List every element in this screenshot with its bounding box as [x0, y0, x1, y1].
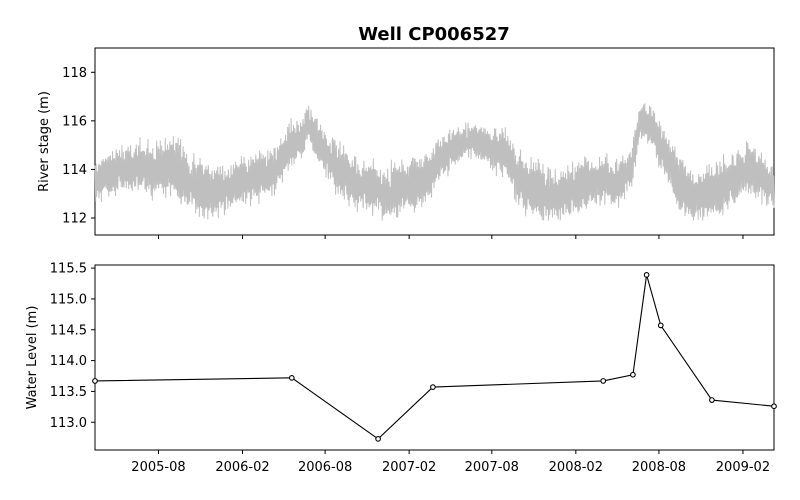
y-tick-label: 116: [62, 114, 87, 129]
water-level-point: [657, 322, 664, 329]
x-tick-label: 2006-08: [298, 460, 352, 475]
plot-frame: [94, 264, 775, 451]
x-tick-label: 2008-08: [632, 460, 686, 475]
y-tick-label: 118: [62, 66, 87, 81]
water-level-point: [430, 384, 436, 390]
x-tick-label: 2008-02: [549, 460, 603, 475]
water-level-y-ticks: 113.0 113.5 114.0 114.5 115.0 115.5: [50, 262, 95, 431]
x-tick-label: 2007-08: [465, 460, 519, 475]
y-tick-label: 115.0: [50, 292, 87, 307]
river-stage-series-line: [94, 103, 775, 221]
water-level-y-axis-label: Water Level (m): [25, 306, 40, 410]
river-stage-x-ticks: [157, 235, 744, 239]
water-level-x-ticks: 2005-08 2006-02 2006-08 2007-02 2007-08 2008-…: [131, 450, 770, 475]
water-level-plot-area: [92, 264, 777, 451]
water-level-point: [375, 436, 381, 442]
x-tick-label: 2007-02: [382, 460, 436, 475]
chart-title: Well CP006527: [358, 24, 510, 45]
river-stage-panel: 112 114 116 118 River stage (m): [37, 47, 775, 239]
x-tick-label: 2006-02: [215, 460, 269, 475]
water-level-point: [92, 378, 98, 384]
plot-frame: [94, 47, 775, 236]
y-tick-label: 112: [62, 212, 87, 227]
water-level-series-line: [94, 274, 775, 440]
y-tick-label: 114: [62, 163, 87, 178]
y-tick-label: 113.5: [50, 385, 87, 400]
y-tick-label: 114.5: [50, 323, 87, 338]
water-level-point: [600, 378, 607, 384]
water-level-point: [288, 375, 295, 381]
y-tick-label: 114.0: [50, 354, 87, 369]
river-stage-y-ticks: 112 114 116 118: [62, 66, 95, 227]
y-tick-label: 113.0: [50, 416, 87, 431]
river-stage-plot-area: [94, 47, 775, 236]
water-level-point: [630, 371, 636, 378]
river-stage-y-axis-label: River stage (m): [37, 91, 52, 192]
water-level-point: [643, 272, 650, 278]
water-level-point: [709, 397, 715, 403]
x-tick-label: 2009-02: [716, 460, 770, 475]
water-level-point: [771, 403, 777, 410]
y-tick-label: 115.5: [50, 262, 87, 277]
x-tick-label: 2005-08: [131, 460, 185, 475]
